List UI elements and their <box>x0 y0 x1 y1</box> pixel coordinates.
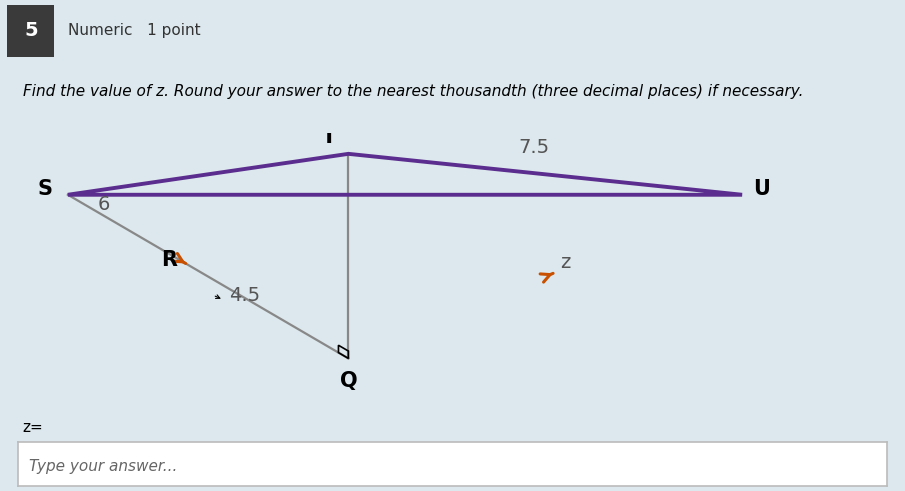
Text: z: z <box>560 253 571 272</box>
Text: Find the value of z. Round your answer to the nearest thousandth (three decimal : Find the value of z. Round your answer t… <box>23 84 803 99</box>
Text: T: T <box>321 127 336 147</box>
Text: 4.5: 4.5 <box>229 285 260 304</box>
Text: Type your answer...: Type your answer... <box>29 459 176 474</box>
Text: Q: Q <box>339 371 357 391</box>
Text: 7.5: 7.5 <box>519 138 549 157</box>
Text: U: U <box>754 179 770 199</box>
Text: z=: z= <box>23 420 43 435</box>
Text: R: R <box>161 250 177 270</box>
Text: S: S <box>38 179 52 199</box>
Text: 6: 6 <box>98 195 110 215</box>
Text: 5: 5 <box>24 21 38 40</box>
Text: Numeric   1 point: Numeric 1 point <box>68 23 201 38</box>
FancyBboxPatch shape <box>7 5 54 57</box>
